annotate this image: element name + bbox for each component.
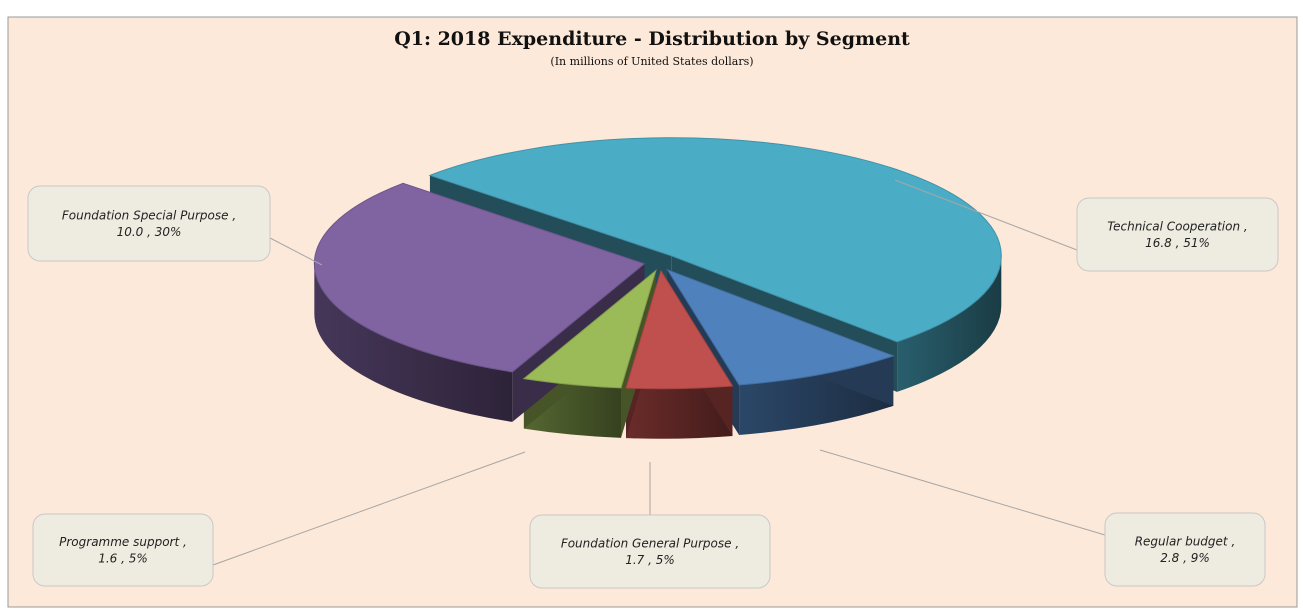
category-name: Foundation Special Purpose (62, 208, 229, 222)
data-label-name: Regular budget , (1135, 534, 1236, 548)
label-box (529, 514, 771, 589)
data-label-value: 10.0 , 30% (117, 225, 182, 239)
data-label-value: 1.6 , 5% (98, 552, 148, 566)
slice-wall (626, 385, 733, 439)
category-name: Technical Cooperation (1107, 219, 1240, 233)
slice (666, 268, 895, 386)
leader-line (819, 449, 1106, 536)
slice (313, 182, 646, 373)
label-box (27, 185, 271, 262)
separator: , (1231, 534, 1235, 548)
data-label-name: Foundation Special Purpose , (62, 208, 236, 222)
data-label-name: Programme support , (59, 535, 187, 549)
category-name: Foundation General Purpose (561, 536, 732, 550)
slice-wall (314, 263, 513, 422)
chart-title: Q1: 2018 Expenditure - Distribution by S… (394, 28, 910, 50)
slice (625, 269, 734, 390)
label-box (32, 513, 214, 587)
label-box (1076, 197, 1279, 272)
data-label-name: Technical Cooperation , (1107, 219, 1247, 233)
leader-line (212, 451, 526, 566)
slice-wall (897, 255, 1002, 392)
slice (428, 137, 1002, 343)
separator: , (1244, 219, 1248, 233)
pie-tops (313, 137, 1002, 390)
slice (522, 269, 657, 389)
data-labels: Technical Cooperation , 16.8 , 51% Regular… (27, 179, 1279, 589)
data-label-value: 2.8 , 9% (1160, 551, 1210, 565)
data-label-value: 1.7 , 5% (625, 553, 675, 567)
data-label-value: 16.8 , 51% (1145, 236, 1210, 250)
label-box (1104, 512, 1266, 587)
category-name: Programme support (59, 535, 180, 549)
separator: , (735, 536, 739, 550)
separator: , (232, 208, 236, 222)
category-name: Regular budget (1135, 534, 1229, 548)
data-label-name: Foundation General Purpose , (561, 536, 739, 550)
separator: , (183, 535, 187, 549)
chart-subtitle: (In millions of United States dollars) (550, 55, 753, 68)
leader-line (269, 237, 323, 266)
leader-line (894, 179, 1078, 251)
